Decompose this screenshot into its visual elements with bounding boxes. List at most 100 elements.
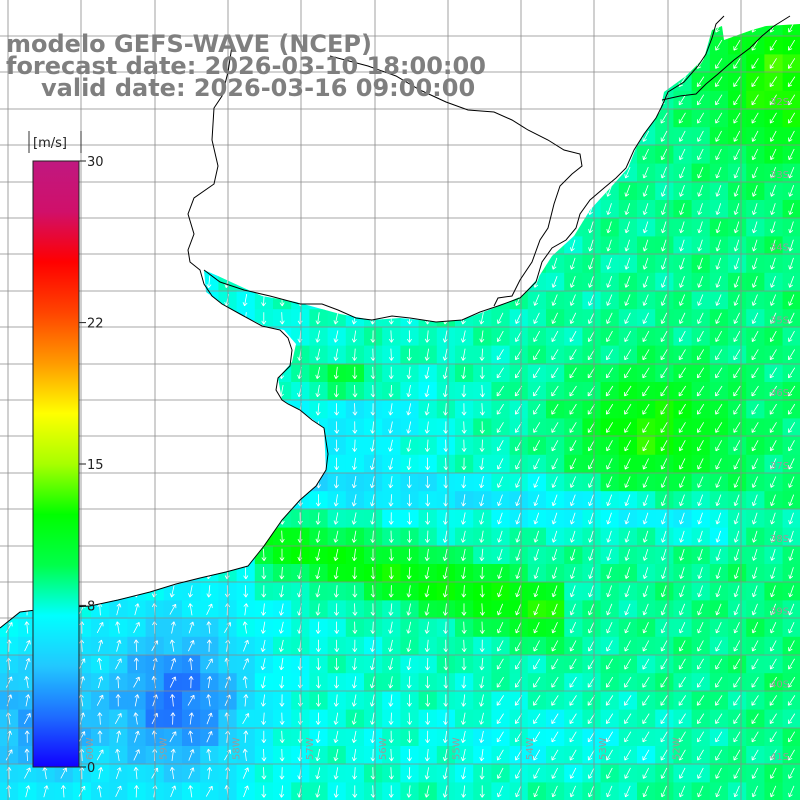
wind-cell [637,345,656,365]
wind-cell [345,473,365,492]
wind-cell [236,764,256,783]
wind-arrow [496,731,504,743]
wind-cell [546,327,565,347]
wind-cell [564,564,583,583]
wind-cell [637,564,656,583]
wind-cell [728,90,747,110]
wind-cell [382,636,401,656]
wind-cell [418,582,438,601]
wind-cell [746,545,765,565]
wind-arrow [443,512,449,525]
wind-arrow [642,367,650,379]
wind-cell [673,145,693,165]
wind-arrow [697,221,703,234]
wind-arrow [315,312,321,325]
wind-cell [746,727,765,747]
wind-arrow [715,276,722,288]
wind-arrow [569,731,577,743]
wind-arrow [497,785,504,798]
wind-arrow [388,566,394,580]
wind-cell [673,418,693,438]
wind-cell [546,509,565,529]
wind-cell [618,691,638,711]
wind-arrow [479,548,485,562]
wind-cell [491,600,511,620]
wind-arrow [334,657,340,671]
wind-arrow [551,640,559,652]
wind-arrow [733,330,741,343]
wind-cell [163,746,183,765]
latitude-label: 32S [770,97,789,108]
wind-arrow [697,676,705,688]
wind-cell [709,200,729,219]
wind-arrow [751,494,758,507]
wind-cell [655,218,674,237]
wind-cell [382,673,401,692]
wind-arrow [242,658,249,670]
wind-cell [182,636,201,656]
wind-arrow [624,330,632,343]
wind-cell [509,309,529,328]
wind-arrow [587,767,595,779]
wind-cell [200,764,219,783]
wind-cell [473,509,492,529]
wind-arrow [661,221,667,234]
wind-arrow [407,530,412,543]
wind-cell [163,582,183,601]
wind-arrow [424,421,430,434]
wind-arrow [697,640,704,652]
wind-cell [618,382,638,401]
wind-cell [746,655,765,674]
wind-arrow [316,657,322,671]
wind-arrow [261,548,267,562]
wind-arrow [569,512,576,525]
wind-cell [309,564,329,583]
wind-cell [254,709,274,729]
wind-arrow [733,676,741,688]
wind-arrow [243,566,249,580]
wind-arrow [169,639,175,652]
wind-cell [564,691,583,711]
wind-arrow [569,440,577,452]
wind-cell [327,473,347,492]
wind-arrow [188,675,194,689]
wind-arrow [333,475,339,489]
wind-arrow [769,676,777,688]
wind-arrow [479,457,485,470]
wind-cell [691,436,711,456]
wind-arrow [788,422,796,433]
wind-arrow [461,621,467,634]
wind-cell [418,400,438,419]
wind-arrow [587,640,595,652]
wind-arrow [678,749,686,761]
wind-arrow [315,403,321,416]
wind-arrow [351,330,357,343]
wind-cell [746,145,765,165]
wind-cell [637,291,656,310]
wind-arrow [679,203,685,216]
wind-cell [764,727,784,747]
wind-arrow [733,458,740,470]
wind-arrow [406,421,412,434]
wind-arrow [624,548,630,561]
wind-cell [564,545,583,565]
wind-arrow [733,548,740,561]
wind-arrow [770,567,776,580]
wind-arrow [333,366,339,380]
wind-cell [673,655,693,674]
wind-cell [709,600,729,620]
wind-cell [18,691,37,711]
wind-cell [728,454,747,474]
wind-arrow [25,694,31,707]
wind-cell [182,709,201,729]
wind-arrow [642,166,649,179]
wind-cell [509,636,529,656]
wind-cell [345,345,365,365]
wind-cell [655,491,674,510]
wind-arrow [715,458,722,470]
wind-arrow [388,530,394,543]
wind-cell [728,254,747,274]
wind-arrow [660,276,667,288]
wind-arrow [442,785,448,798]
wind-cell [473,764,492,783]
